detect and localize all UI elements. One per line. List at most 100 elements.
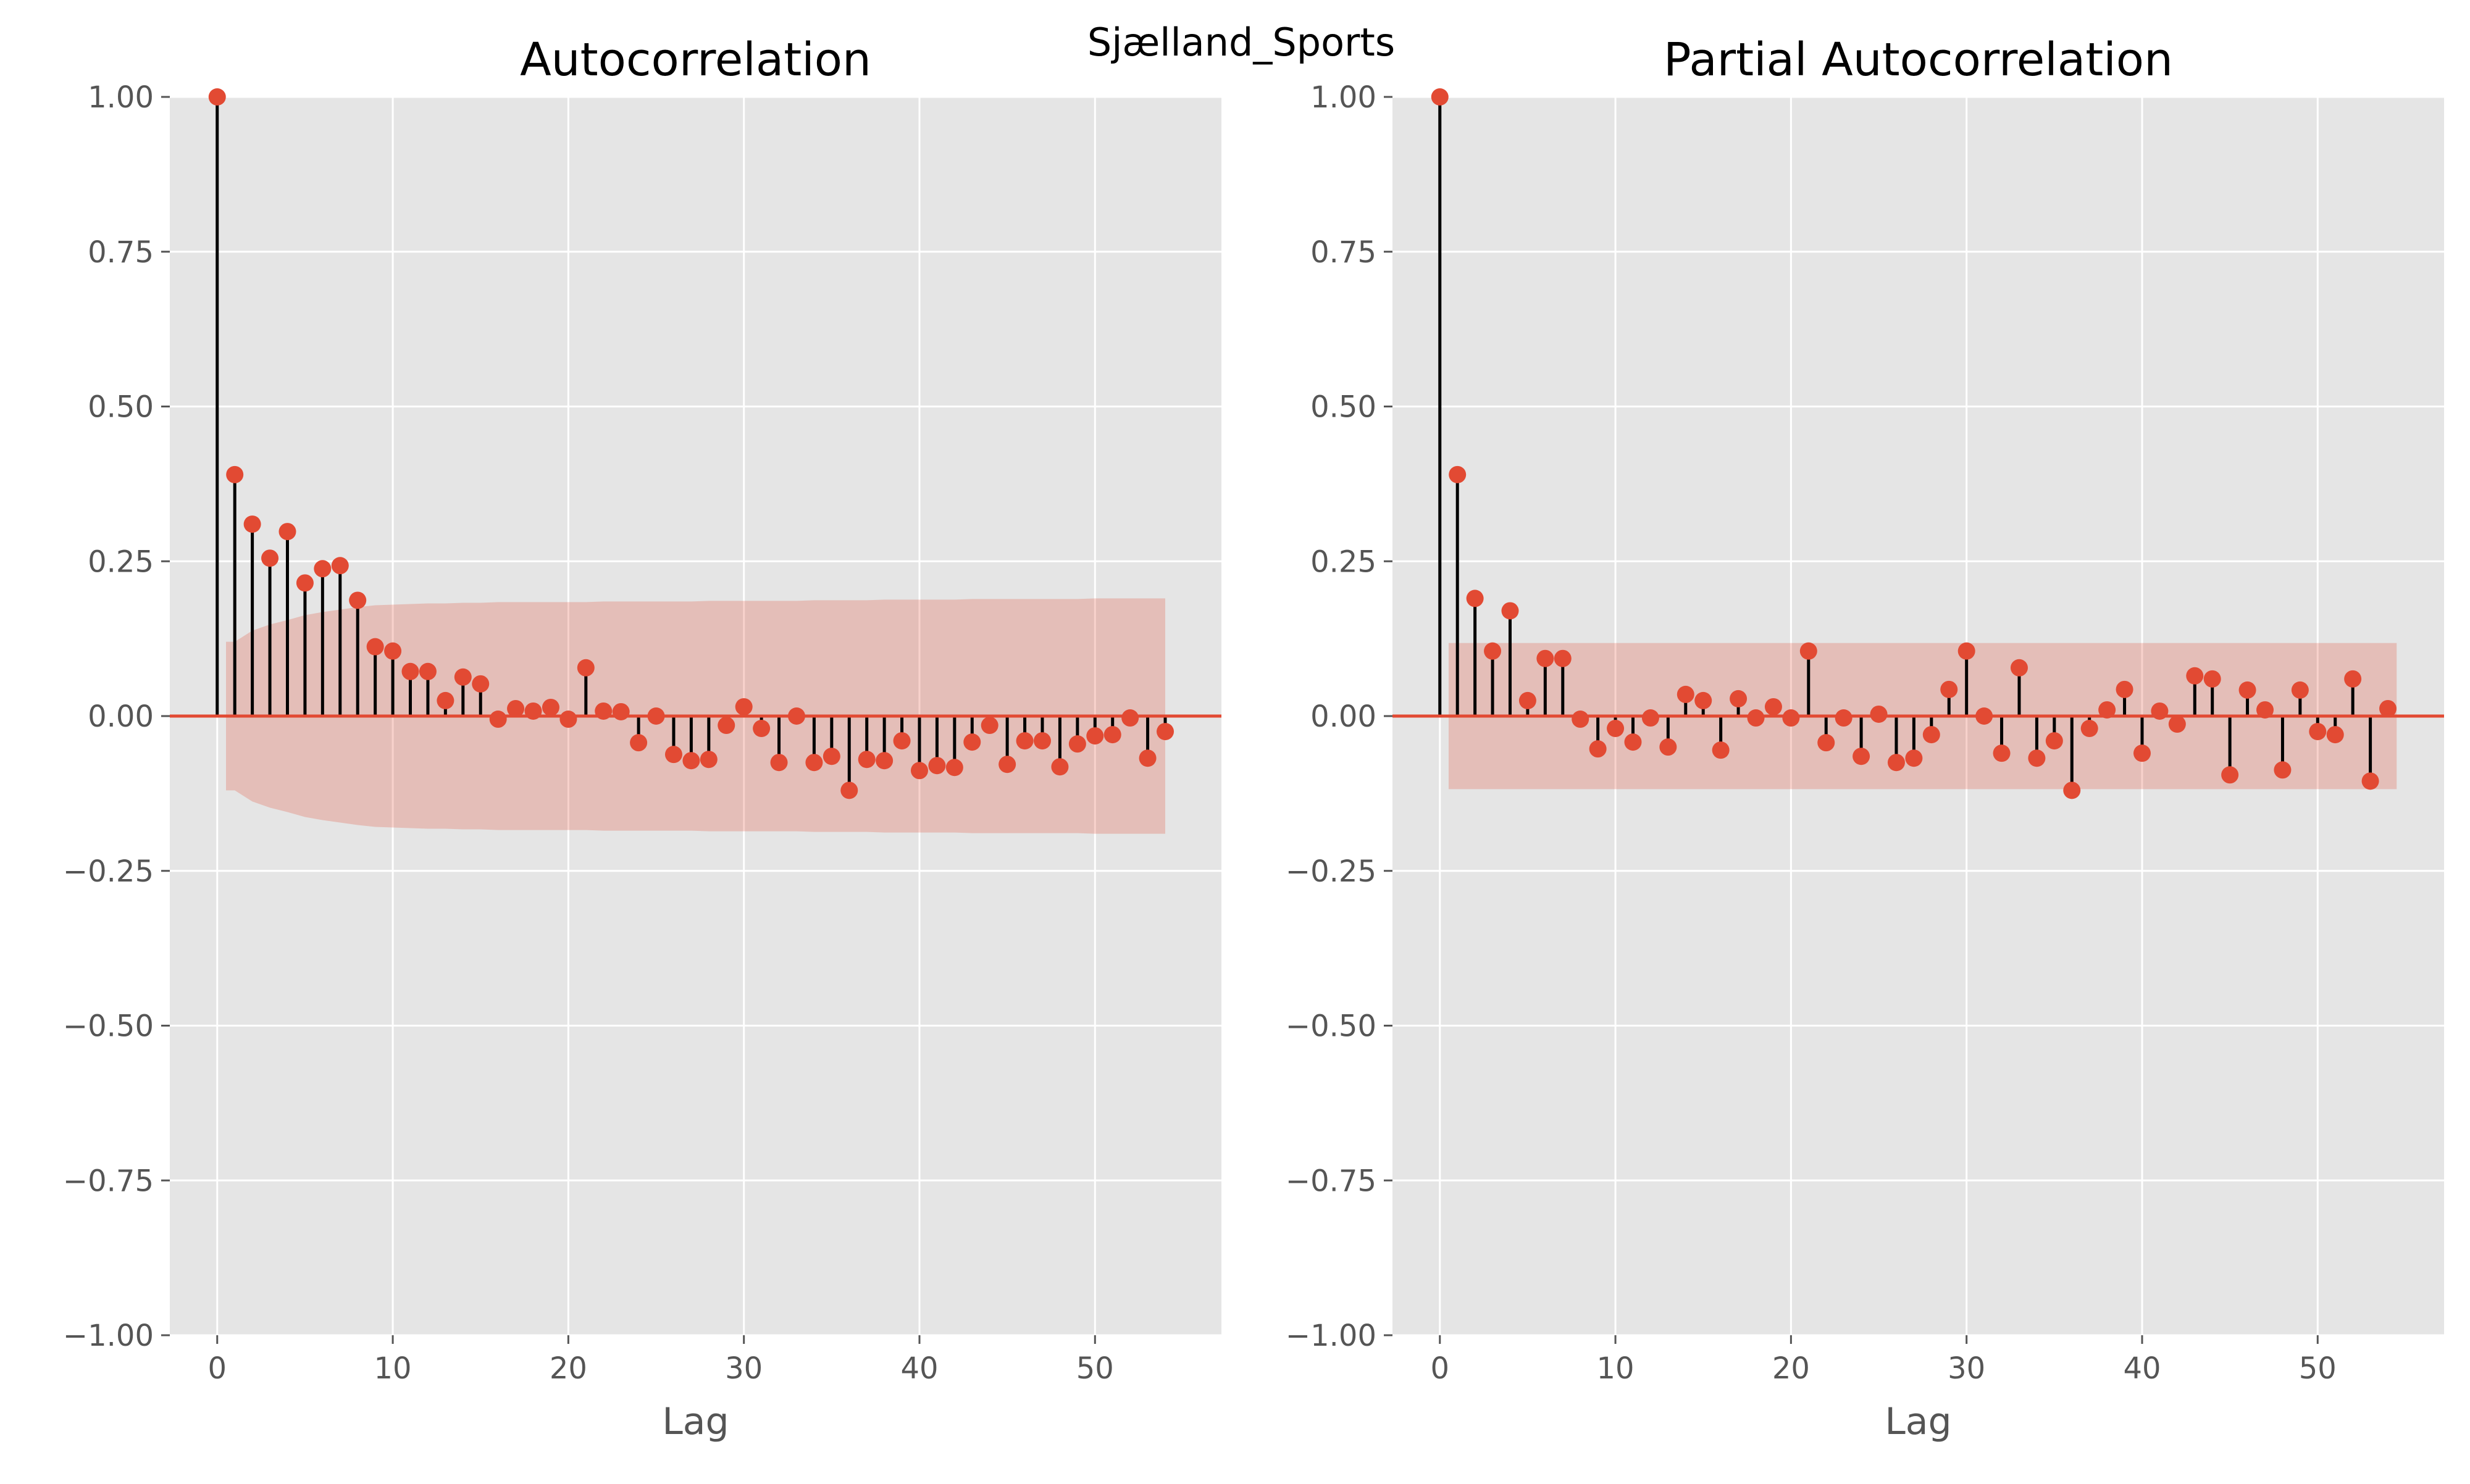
pacf-point: [1466, 590, 1484, 607]
acf-point: [805, 754, 823, 772]
acf-point: [1086, 727, 1104, 745]
acf-point: [384, 642, 402, 660]
acf-point: [577, 659, 595, 677]
pacf-y-tick-label: −0.25: [1286, 854, 1376, 889]
acf-title: Autocorrelation: [520, 33, 871, 86]
acf-point: [419, 662, 437, 680]
pacf-x-tick-label: 40: [2123, 1351, 2161, 1386]
pacf-point: [2344, 670, 2362, 688]
acf-point: [559, 711, 577, 728]
pacf-point: [1572, 711, 1589, 728]
pacf-title: Partial Autocorrelation: [1664, 33, 2173, 86]
pacf-point: [2098, 701, 2116, 719]
acf-y-tick-label: −1.00: [63, 1319, 154, 1353]
pacf-point: [1431, 88, 1449, 106]
pacf-point: [2221, 766, 2239, 784]
pacf-point: [1940, 680, 1958, 698]
acf-point: [963, 733, 981, 751]
acf-point: [1121, 709, 1139, 727]
pacf-point: [1835, 709, 1853, 727]
pacf-y-tick-label: 0.00: [1310, 699, 1376, 734]
acf-y-tick-label: 0.25: [88, 544, 154, 579]
acf-point: [1016, 732, 1034, 750]
pacf-point: [2028, 749, 2046, 767]
pacf-x-tick-label: 20: [1772, 1351, 1810, 1386]
acf-point: [753, 720, 771, 738]
acf-point: [664, 746, 682, 764]
pacf-point: [2063, 782, 2081, 799]
pacf-y-tick-label: 0.50: [1310, 390, 1376, 425]
acf-point: [437, 691, 454, 709]
pacf-point: [2080, 720, 2098, 738]
pacf-y-tick-label: 0.25: [1310, 544, 1376, 579]
acf-point: [595, 702, 613, 720]
acf-point: [647, 707, 665, 725]
acf-point: [226, 465, 244, 483]
acf-y-tick-label: 1.00: [88, 80, 154, 115]
acf-point: [1157, 723, 1174, 741]
acf-point: [243, 515, 261, 533]
pacf-point: [2361, 772, 2379, 790]
acf-point: [998, 756, 1016, 773]
acf-x-tick-label: 20: [550, 1351, 587, 1386]
pacf-point: [1817, 734, 1835, 752]
acf-point: [770, 754, 788, 772]
pacf-x-tick-label: 0: [1430, 1351, 1449, 1386]
pacf-point: [1659, 738, 1677, 756]
acf-point: [1139, 749, 1157, 767]
pacf-point: [1694, 691, 1712, 709]
pacf-point: [2203, 670, 2221, 688]
pacf-x-axis-label: Lag: [1885, 1400, 1951, 1443]
acf-point: [278, 523, 296, 541]
acf-x-tick-label: 50: [1076, 1351, 1114, 1386]
pacf-point: [1449, 465, 1467, 483]
pacf-point: [1993, 744, 2011, 762]
acf-point: [489, 711, 507, 728]
acf-point: [314, 560, 332, 578]
pacf-point: [2186, 667, 2204, 685]
pacf-point: [1922, 726, 1940, 744]
pacf-point: [1677, 685, 1694, 703]
pacf-point: [2133, 744, 2151, 762]
acf-point: [349, 591, 367, 609]
acf-point: [735, 698, 753, 715]
acf-point: [208, 88, 226, 106]
acf-x-tick-label: 40: [900, 1351, 938, 1386]
pacf-point: [2045, 732, 2063, 750]
pacf-point: [1484, 642, 1502, 660]
acf-axes: −1.00 −0.75 −0.50 −0.25 0.00 0.25 0.50 0.75 1.00…: [63, 33, 1221, 1443]
acf-point: [524, 702, 542, 720]
acf-point: [682, 752, 700, 770]
pacf-y-tick-label: 1.00: [1310, 80, 1376, 115]
pacf-point: [1730, 690, 1748, 707]
acf-point: [542, 698, 559, 716]
pacf-y-tick-label: −1.00: [1286, 1319, 1376, 1353]
acf-point: [1051, 758, 1069, 776]
acf-point: [981, 717, 998, 735]
acf-point: [1103, 726, 1121, 744]
pacf-point: [1782, 709, 1800, 727]
acf-point: [840, 782, 858, 799]
acf-x-axis-label: Lag: [662, 1400, 729, 1443]
pacf-point: [1518, 691, 1536, 709]
acf-point: [945, 759, 963, 777]
acf-point: [296, 574, 314, 592]
pacf-point: [1853, 748, 1870, 765]
acf-point: [858, 751, 876, 769]
acf-point: [910, 762, 928, 780]
pacf-point: [2116, 680, 2133, 698]
acf-x-tick-label: 30: [725, 1351, 763, 1386]
pacf-x-tick-label: 10: [1597, 1351, 1635, 1386]
pacf-x-tick-label: 30: [1948, 1351, 1985, 1386]
pacf-point: [2010, 659, 2028, 677]
pacf-point: [2379, 699, 2397, 717]
pacf-point: [1799, 642, 1817, 660]
acf-point: [612, 702, 630, 720]
pacf-y-tick-label: 0.75: [1310, 235, 1376, 270]
pacf-point: [2274, 761, 2292, 779]
acf-y-tick-label: 0.00: [88, 699, 154, 734]
acf-y-tick-label: −0.25: [63, 854, 154, 889]
pacf-point: [1712, 741, 1730, 759]
pacf-point: [1536, 649, 1554, 667]
pacf-axes: −1.00 −0.75 −0.50 −0.25 0.00 0.25 0.50 0.75 1.00…: [1286, 33, 2444, 1443]
